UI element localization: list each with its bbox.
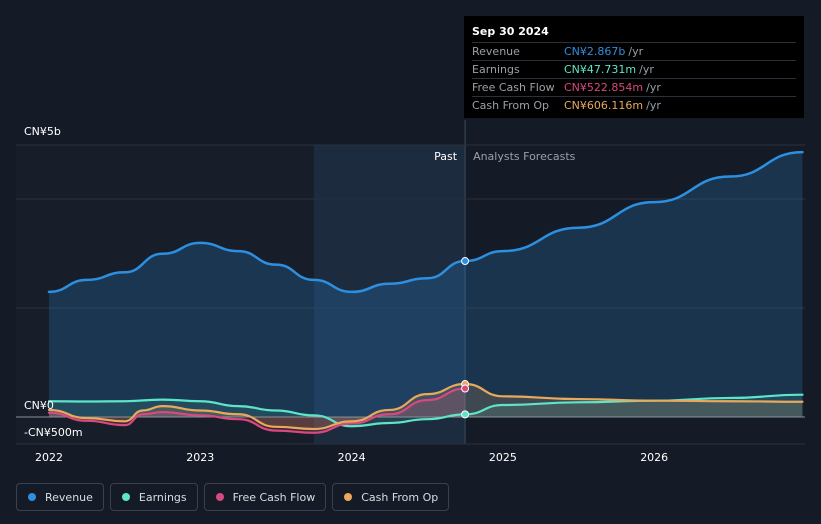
legend-item-revenue[interactable]: Revenue: [16, 483, 104, 511]
cash-from-op-dot-icon: [344, 493, 353, 501]
tooltip-unit: /yr: [628, 45, 644, 58]
tooltip-date: Sep 30 2024: [472, 25, 549, 38]
tooltip-row-free-cash-flow: Free Cash Flow CN¥522.854m /yr: [472, 78, 796, 96]
forecast-label: Analysts Forecasts: [473, 150, 576, 163]
tooltip-label: Cash From Op: [472, 99, 550, 112]
revenue-line: [47, 150, 804, 294]
free-cash-flow-dot-icon: [215, 493, 224, 501]
x-tick-label: 2025: [489, 451, 517, 464]
tooltip-panel: Sep 30 2024 Revenue CN¥2.867b /yr Earnin…: [464, 16, 804, 118]
tooltip-unit: /yr: [639, 63, 654, 76]
tooltip-label: Revenue: [472, 45, 520, 58]
chart-legend: Revenue Earnings Free Cash Flow Cash Fro…: [16, 483, 450, 511]
x-tick-label: 2026: [640, 451, 668, 464]
tooltip-value: CN¥522.854m: [564, 81, 644, 94]
tooltip-value: CN¥606.116m: [564, 99, 644, 112]
earnings-highlight-point: [461, 410, 470, 419]
y-tick-label: -CN¥500m: [24, 426, 83, 439]
tooltip-row-revenue: Revenue CN¥2.867b /yr: [472, 42, 796, 60]
legend-label: Free Cash Flow: [232, 490, 316, 504]
past-label: Past: [434, 150, 458, 163]
legend-label: Cash From Op: [361, 490, 439, 504]
legend-item-earnings[interactable]: Earnings: [109, 483, 198, 511]
y-tick-label: CN¥5b: [24, 125, 61, 138]
tooltip-unit: /yr: [646, 81, 661, 94]
x-tick-label: 2023: [186, 451, 214, 464]
tooltip-label: Free Cash Flow: [472, 81, 555, 94]
tooltip-row-earnings: Earnings CN¥47.731m /yr: [472, 60, 796, 78]
revenue-dot-icon: [28, 493, 36, 501]
y-tick-label: CN¥0: [24, 399, 54, 412]
tooltip-label: Earnings: [472, 63, 520, 76]
tooltip-value: CN¥2.867b: [564, 45, 626, 58]
x-tick-label: 2024: [338, 451, 366, 464]
legend-label: Earnings: [138, 490, 187, 504]
legend-item-free-cash-flow[interactable]: Free Cash Flow: [203, 483, 327, 511]
x-tick-label: 2022: [35, 451, 63, 464]
free-cash-flow-highlight-point: [461, 384, 470, 393]
legend-item-cash-from-op[interactable]: Cash From Op: [332, 483, 450, 511]
tooltip-value: CN¥47.731m: [564, 63, 637, 76]
revenue-area: [49, 152, 803, 417]
cash-from-op-line: [47, 382, 804, 431]
past-region-background: [16, 145, 314, 444]
tooltip-unit: /yr: [646, 99, 661, 112]
past-region-highlight: [313, 145, 466, 444]
free-cash-flow-line: [47, 387, 467, 434]
cash-from-op-area: [49, 384, 803, 429]
legend-label: Revenue: [45, 490, 93, 504]
revenue-highlight-point: [461, 257, 470, 266]
earnings-dot-icon: [121, 493, 130, 501]
tooltip-row-cash-from-op: Cash From Op CN¥606.116m /yr: [472, 96, 796, 114]
earnings-line: [47, 393, 804, 428]
